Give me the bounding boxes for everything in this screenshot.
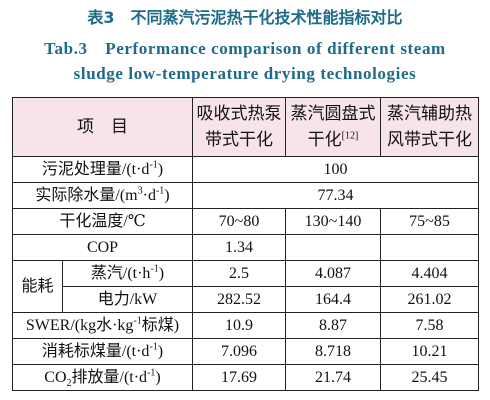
row-label: 干化温度/℃ [12, 208, 193, 235]
cell: 77.34 [192, 182, 479, 209]
empty-cell [285, 234, 381, 261]
row: COP 1.34 [12, 234, 479, 261]
cell: 10.9 [192, 312, 286, 339]
header-cell: 吸收式热泵带式干化 [192, 97, 286, 157]
row: 消耗标煤量/(t·d-1) 7.096 8.718 10.21 [12, 338, 479, 365]
header-cell: 蒸汽辅助热风带式干化 [380, 97, 479, 157]
row: 电力/kW 282.52 164.4 261.02 [13, 286, 479, 313]
row-label: 实际除水量/(m3·d-1) [12, 182, 193, 209]
title-cn: 表3 不同蒸汽污泥热干化技术性能指标对比 [87, 8, 403, 27]
row-label: COP [12, 234, 193, 261]
cell: 25.45 [380, 364, 479, 391]
row: 污泥处理量/(t·d-1) 100 [12, 156, 479, 183]
cell: 21.74 [285, 364, 381, 391]
cell: 8.718 [285, 338, 381, 365]
label-sup: -1 [149, 159, 158, 171]
label-sup: -1 [147, 367, 156, 379]
label-text: ) [155, 368, 161, 386]
title-en: sludge low-temperature drying technologi… [73, 64, 417, 83]
header-text: 蒸汽圆盘式干化 [290, 104, 376, 149]
cell: 4.404 [380, 260, 479, 287]
cell: 261.02 [380, 286, 479, 313]
row-label: SWER/(kg水·kg-1标煤) [12, 312, 193, 339]
cell: 17.69 [192, 364, 286, 391]
label-text: 标煤) [141, 316, 180, 334]
row-label: CO2排放量/(t·d-1) [12, 364, 193, 391]
label-text: SWER/(kg水·kg [25, 316, 134, 334]
label-text: ) [158, 264, 165, 282]
label-text: 消耗标煤量/(t·d [41, 342, 150, 360]
cell: 4.087 [285, 260, 381, 287]
row: CO2排放量/(t·d-1) 17.69 21.74 25.45 [12, 364, 479, 391]
row-label: 污泥处理量/(t·d-1) [12, 156, 193, 183]
header-cell: 蒸汽圆盘式干化[12] [285, 97, 381, 157]
row-label: 消耗标煤量/(t·d-1) [12, 338, 193, 365]
row-label: 电力/kW [62, 286, 193, 313]
cell: 75~85 [380, 208, 479, 235]
label-sup: -1 [149, 341, 158, 353]
cell: 282.52 [192, 286, 286, 313]
cell: 7.096 [192, 338, 286, 365]
label-text: ) [157, 160, 164, 178]
header-cell: 项 目 [12, 97, 193, 157]
label-text: 蒸汽/(t·h [90, 264, 151, 282]
label-text: ·d [142, 186, 156, 204]
cell: 130~140 [285, 208, 381, 235]
row: 干化温度/℃ 70~80 130~140 75~85 [12, 208, 479, 235]
label-sup: 3 [137, 185, 143, 197]
table: 项 目 吸收式热泵带式干化 蒸汽圆盘式干化[12] 蒸汽辅助热风带式干化 污泥处… [12, 97, 479, 391]
group-label: 能耗 [12, 260, 63, 313]
reference: [12] [341, 130, 359, 142]
label-text: ) [164, 186, 170, 204]
label-text: 排放量/(t·d [71, 368, 148, 386]
row: 实际除水量/(m3·d-1) 77.34 [12, 182, 479, 209]
cell: 164.4 [285, 286, 381, 313]
label-sup: -1 [133, 315, 142, 327]
label-text: 实际除水量/(m [35, 186, 138, 204]
label-sub: 2 [66, 377, 72, 389]
label-sup: -1 [150, 263, 159, 275]
label-text: CO [44, 368, 67, 386]
cell: 7.58 [380, 312, 479, 339]
empty-cell [380, 234, 479, 261]
row-label: 蒸汽/(t·h-1) [62, 260, 193, 287]
title-en: Tab.3 Performance comparison of differen… [44, 39, 446, 58]
cell: 70~80 [192, 208, 286, 235]
row: SWER/(kg水·kg-1标煤) 10.9 8.87 7.58 [12, 312, 479, 339]
cell: 100 [192, 156, 479, 183]
label-text: 污泥处理量/(t·d [41, 160, 150, 178]
header-row: 项 目 吸收式热泵带式干化 蒸汽圆盘式干化[12] 蒸汽辅助热风带式干化 [12, 97, 479, 157]
cell: 8.87 [285, 312, 381, 339]
cell: 1.34 [192, 234, 286, 261]
row: 能耗 蒸汽/(t·h-1) 2.5 4.087 4.404 [12, 260, 479, 313]
cell: 2.5 [192, 260, 286, 287]
label-sup: -1 [155, 185, 165, 197]
label-text: ) [157, 342, 164, 360]
cell: 10.21 [380, 338, 479, 365]
